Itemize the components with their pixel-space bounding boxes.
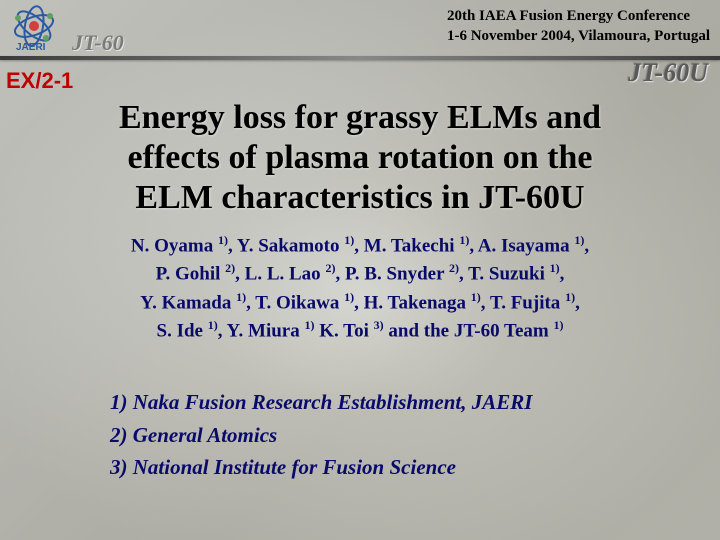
- title-line-3: ELM characteristics in JT-60U: [135, 179, 584, 216]
- affiliation-1: 1) Naka Fusion Research Establishment, J…: [110, 386, 680, 419]
- session-id: EX/2-1: [6, 68, 73, 94]
- conference-date-place: 1-6 November 2004, Vilamoura, Portugal: [447, 26, 710, 46]
- conference-info: 20th IAEA Fusion Energy Conference 1-6 N…: [447, 4, 710, 47]
- title-line-1: Energy loss for grassy ELMs and: [119, 99, 601, 136]
- affiliation-2: 2) General Atomics: [110, 419, 680, 452]
- affiliation-3: 3) National Institute for Fusion Science: [110, 451, 680, 484]
- author-list: N. Oyama 1), Y. Sakamoto 1), M. Takechi …: [0, 232, 720, 345]
- conference-name: 20th IAEA Fusion Energy Conference: [447, 6, 710, 26]
- svg-text:JAERI: JAERI: [16, 42, 46, 52]
- device-label-right: JT-60U: [628, 58, 708, 88]
- jaeri-logo: JAERI: [10, 4, 72, 52]
- device-label-left: JT-60: [72, 30, 124, 56]
- title-line-2: effects of plasma rotation on the: [128, 139, 593, 176]
- slide-title: Energy loss for grassy ELMs and effects …: [0, 98, 720, 218]
- affiliations: 1) Naka Fusion Research Establishment, J…: [110, 386, 680, 484]
- header-divider: [0, 56, 720, 60]
